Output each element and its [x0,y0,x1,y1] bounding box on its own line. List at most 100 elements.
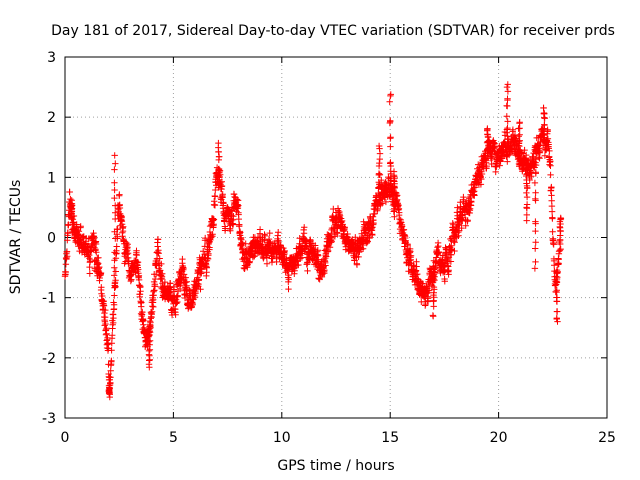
data-point [109,332,116,339]
data-point [523,211,530,219]
data-point [177,280,184,288]
data-point [215,139,222,147]
data-point [553,298,560,305]
data-point [192,289,199,297]
data-point [536,148,544,155]
data-point [112,202,119,209]
data-point [447,258,455,265]
data-point [532,170,539,177]
data-point [553,288,560,296]
data-point [504,133,511,140]
data-point [120,223,127,230]
data-point [548,208,556,215]
data-point [387,159,394,166]
data-point [382,198,390,206]
y-tick-label: -3 [42,411,56,427]
chart-title: Day 181 of 2017, Sidereal Day-to-day VTE… [51,23,615,39]
data-point [413,271,420,278]
data-point [111,166,118,173]
data-point [97,269,105,277]
data-point [336,212,344,219]
data-point [197,286,204,293]
data-point [102,306,109,314]
data-point [159,270,166,277]
data-point [547,162,554,169]
data-point [516,119,523,126]
data-point [154,243,161,250]
data-point [251,253,258,260]
data-point [503,126,511,133]
data-point [376,191,383,198]
data-point [111,272,118,279]
data-point [158,260,165,268]
data-point [414,270,421,278]
data-point [128,271,135,278]
data-point [471,192,478,199]
data-point [413,263,420,270]
data-point [140,321,147,328]
data-point [430,313,437,320]
data-point [376,181,383,188]
data-point [294,258,301,265]
data-point [103,330,110,337]
data-point [515,148,523,155]
data-point [556,247,564,254]
data-point [180,264,187,272]
data-point [152,275,159,283]
data-point [462,222,469,229]
data-point [220,200,227,207]
data-point [236,221,243,228]
data-point [370,219,377,227]
data-point [101,314,109,321]
data-point [551,262,558,269]
data-point [182,274,189,281]
data-point [112,283,119,290]
data-point [73,221,80,228]
data-point [451,247,458,255]
data-point [541,152,549,159]
data-point [124,241,131,248]
data-point [375,162,383,170]
data-point [424,295,432,302]
data-point [64,253,71,260]
data-point [366,234,373,242]
data-point [150,303,157,311]
data-point [211,202,219,209]
gridlines [65,57,607,418]
data-point [273,258,280,266]
data-point [531,265,539,272]
data-point [99,292,106,300]
data-point [375,170,383,177]
data-point [532,189,539,196]
y-tick-labels: -3 -2 -1 0 1 2 3 [42,50,56,427]
data-point [448,246,455,254]
data-point [174,298,181,306]
data-point [541,121,548,129]
data-point [134,259,142,266]
data-point [547,171,554,179]
y-axis-label: SDTVAR / TECUs [8,180,24,295]
data-point [532,161,540,169]
data-point [107,379,114,386]
data-point [215,184,222,191]
data-point [212,186,219,194]
data-point [531,179,539,187]
data-point [111,249,118,256]
data-point [230,221,237,228]
x-tick-labels: 0 5 10 15 20 25 [61,430,616,446]
data-point [218,182,226,190]
data-point [66,188,73,196]
data-point [112,215,119,223]
data-point [215,166,222,173]
data-point [387,143,394,150]
data-point [102,320,109,328]
data-point [454,204,461,211]
data-point [256,226,264,233]
data-point [326,244,334,251]
x-tick-label: 15 [381,430,399,446]
data-point [435,242,442,250]
data-point [460,196,467,203]
data-point [391,183,398,190]
